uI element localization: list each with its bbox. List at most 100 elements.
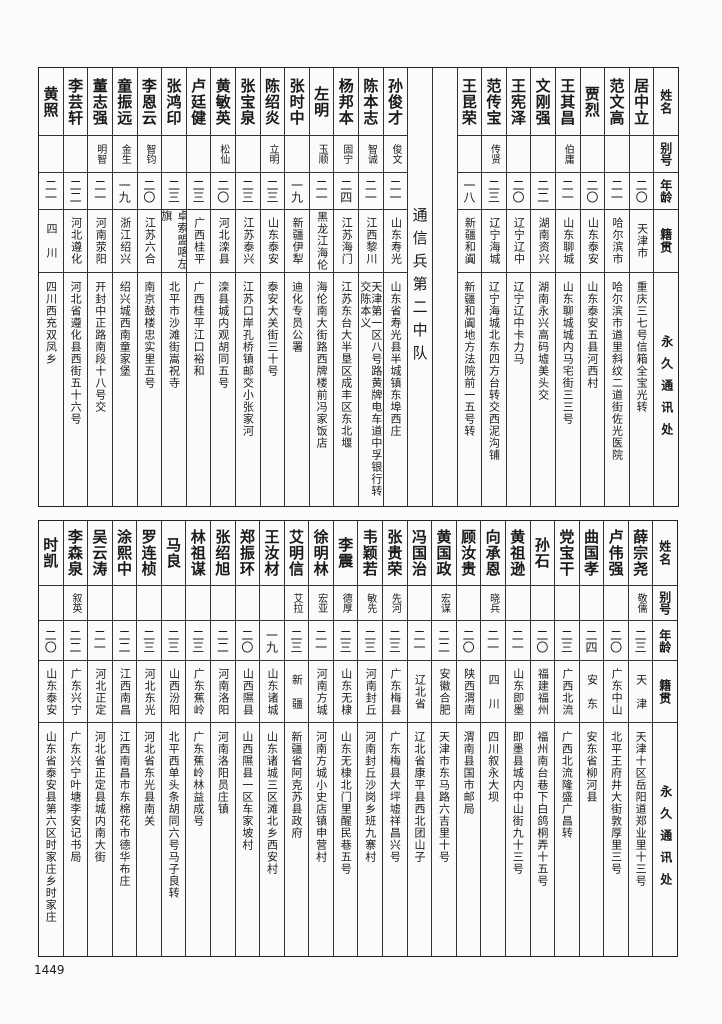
cell-address: 迪化专员公署 bbox=[290, 281, 304, 353]
person-column: 童振远 金生 一九 浙江绍兴 绍兴城西南童家堡 bbox=[111, 68, 137, 506]
cell-origin: 天津市 bbox=[629, 210, 654, 273]
person-column: 王宪泽 二〇 辽宁辽中 辽宁辽中卡力马 bbox=[505, 68, 531, 506]
cell-alias: 宏谋 bbox=[432, 586, 456, 621]
cell-name: 居中立 bbox=[629, 68, 654, 136]
person-column: 张宝泉 二三 江苏泰兴 江苏口岸孔桥镇邮交小张家河 bbox=[235, 68, 260, 506]
cell-name: 董志强 bbox=[88, 68, 112, 136]
cell-name: 马良 bbox=[161, 521, 186, 586]
cell-alias bbox=[407, 586, 432, 621]
cell-name: 冯国治 bbox=[407, 521, 432, 586]
cell-address: 滦县城内观胡同五号 bbox=[216, 281, 230, 389]
cell-name: 徐明林 bbox=[309, 521, 333, 586]
cell-alias: 敬儒 bbox=[628, 586, 653, 621]
cell-age: 二二 bbox=[112, 621, 137, 661]
cell-name: 王昆荣 bbox=[457, 68, 482, 136]
cell-age: 二〇 bbox=[456, 621, 481, 661]
person-column: 李震 德厚 二三 山东无棣 山东无棣北门里醒民巷五号 bbox=[332, 521, 358, 956]
person-column: 林祖谋 二三 广东蕉岭 广东蕉岭林益成号 bbox=[185, 521, 211, 956]
cell-origin: 新疆和阗 bbox=[457, 210, 482, 273]
blank-column bbox=[431, 68, 457, 506]
cell-age: 二三 bbox=[260, 173, 285, 210]
cell-address: 新疆省阿克苏县政府 bbox=[290, 731, 304, 839]
cell-age: 二二 bbox=[211, 621, 235, 661]
cell-alias: 传贤 bbox=[482, 136, 506, 173]
cell-alias: 俊文 bbox=[383, 136, 408, 173]
person-column: 罗连桢 二三 河北东光 河北省东光县南关 bbox=[136, 521, 161, 956]
cell-origin: 哈尔滨市 bbox=[605, 210, 629, 273]
cell-origin: 广西桂平 bbox=[186, 210, 211, 273]
person-column: 李芸轩 二二 河北遵化 河北省遵化县西街五十六号 bbox=[62, 68, 88, 506]
cell-alias bbox=[629, 136, 654, 173]
cell-name: 黄敏英 bbox=[211, 68, 236, 136]
cell-origin: 四 川 bbox=[481, 661, 505, 723]
cell-age: 二三 bbox=[161, 621, 186, 661]
cell-alias: 固宁 bbox=[334, 136, 359, 173]
cell-name: 孙俊才 bbox=[383, 68, 408, 136]
header-column: 姓名 别号 年龄 籍贯 永久通讯处 bbox=[652, 521, 677, 956]
cell-alias: 叙英 bbox=[63, 586, 88, 621]
cell-origin: 山西汾阳 bbox=[161, 661, 186, 723]
cell-origin: 山东无棣 bbox=[333, 661, 358, 723]
cell-address: 天津市东马路六吉里十号 bbox=[437, 731, 451, 863]
person-column: 吴云涛 二一 河北正定 河北省正定县城内南大街 bbox=[87, 521, 112, 956]
cell-address: 即墨县城内中山街九十三号 bbox=[511, 731, 525, 875]
cell-age: 二〇 bbox=[38, 621, 63, 661]
cell-name: 陈本志 bbox=[359, 68, 383, 136]
cell-age: 二三 bbox=[482, 173, 506, 210]
cell-origin: 山东泰安 bbox=[260, 210, 285, 273]
cell-origin: 河北东光 bbox=[137, 661, 161, 723]
cell-address: 重庆三七号信箱全宝光转 bbox=[635, 281, 649, 413]
cell-address: 海伦南大街路西牌楼前冯家饭店 bbox=[315, 281, 329, 449]
cell-name: 时凯 bbox=[38, 521, 63, 586]
cell-address: 安东省柳河县 bbox=[584, 731, 598, 803]
cell-address: 山东聊城城内马宅街三三号 bbox=[561, 281, 575, 425]
person-column: 范传宝 传贤 二三 辽宁海城 辽宁海城北东四方台转交西泥沟铺 bbox=[481, 68, 506, 506]
cell-alias bbox=[211, 586, 235, 621]
cell-name: 黄国政 bbox=[432, 521, 456, 586]
cell-age: 二三 bbox=[284, 621, 309, 661]
person-column: 卢廷健 二三 广西桂平 广西桂平江口裕和 bbox=[185, 68, 211, 506]
cell-origin: 浙江绍兴 bbox=[112, 210, 137, 273]
person-column: 艾明信 艾拉 二三新 疆新疆省阿克苏县政府 bbox=[283, 521, 309, 956]
cell-alias bbox=[456, 586, 481, 621]
cell-alias bbox=[506, 136, 531, 173]
cell-name: 黄祖逊 bbox=[505, 521, 530, 586]
cell-age: 二二 bbox=[63, 621, 88, 661]
cell-alias bbox=[285, 136, 309, 173]
cell-age: 二一 bbox=[359, 173, 383, 210]
header-age: 年龄 bbox=[654, 173, 678, 210]
cell-age: 二一 bbox=[383, 173, 408, 210]
header-alias: 别号 bbox=[654, 136, 678, 173]
cell-address: 山东诸城三区滩北乡西安村 bbox=[265, 731, 279, 875]
cell-alias bbox=[457, 136, 482, 173]
person-column: 黄敏英 松仙 二〇 河北滦县 滦县城内观胡同五号 bbox=[210, 68, 236, 506]
cell-address: 河北省东光县南关 bbox=[142, 731, 156, 827]
cell-age: 二三 bbox=[236, 173, 260, 210]
header-name: 姓名 bbox=[653, 521, 677, 586]
cell-address: 福州南台巷下白鸽桐弄十五号 bbox=[535, 731, 549, 887]
cell-alias bbox=[555, 586, 579, 621]
header-addr: 永久通讯处 bbox=[658, 784, 673, 895]
cell-alias bbox=[137, 586, 161, 621]
cell-name: 李震 bbox=[333, 521, 358, 586]
cell-age: 二四 bbox=[579, 621, 604, 661]
cell-name: 张时中 bbox=[285, 68, 309, 136]
cell-age: 二三 bbox=[555, 621, 579, 661]
cell-origin: 广东蕉岭 bbox=[186, 661, 211, 723]
cell-address: 绍兴城西南童家堡 bbox=[118, 281, 132, 377]
cell-origin: 江苏海门 bbox=[334, 210, 359, 273]
cell-address: 北平西单头条胡同六号马子良转 bbox=[167, 731, 181, 899]
cell-alias: 金生 bbox=[112, 136, 137, 173]
cell-address: 北平王府井大街敦厚里三号 bbox=[609, 731, 623, 875]
cell-alias bbox=[112, 586, 137, 621]
cell-name: 卢廷健 bbox=[186, 68, 211, 136]
cell-alias: 智钧 bbox=[137, 136, 162, 173]
cell-age: 二〇 bbox=[530, 621, 555, 661]
person-column: 徐明林 宏亚 二一 河南方城 河南方城小史店镇申营村 bbox=[308, 521, 333, 956]
cell-age: 一九 bbox=[112, 173, 137, 210]
cell-age: 二三 bbox=[186, 173, 211, 210]
person-column: 郑振环 二〇 山西隰县 山西隰县一区车家坡村 bbox=[234, 521, 260, 956]
person-column: 范文高 二一 哈尔滨市 哈尔滨市道里斜纹二道街佐光医院 bbox=[604, 68, 629, 506]
cell-alias bbox=[38, 586, 63, 621]
person-column: 陈绍炎 立明 二三 山东泰安 泰安大关街三十号 bbox=[259, 68, 285, 506]
